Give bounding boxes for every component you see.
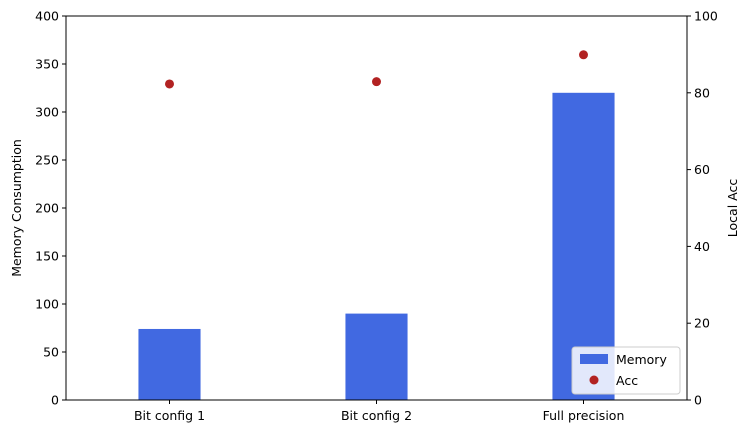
right-axis-ticks: 0 20 40 60 80 100 (687, 9, 718, 408)
x-tick-label: Bit config 1 (134, 408, 205, 423)
left-tick-label: 100 (35, 297, 59, 312)
x-tick-label: Full precision (543, 408, 625, 423)
left-tick-label: 150 (35, 249, 59, 264)
memory-bars (138, 92, 615, 401)
left-tick-label: 50 (43, 345, 59, 360)
acc-point (165, 79, 174, 89)
acc-point (579, 50, 588, 60)
acc-points (165, 50, 588, 89)
legend-memory-label: Memory (616, 352, 667, 367)
left-tick-label: 0 (51, 393, 59, 408)
right-tick-label: 100 (694, 9, 718, 24)
legend-acc-label: Acc (616, 373, 638, 388)
left-tick-label: 400 (35, 9, 59, 24)
x-tick-label: Bit config 2 (341, 408, 412, 423)
left-tick-label: 200 (35, 201, 59, 216)
acc-point (372, 77, 381, 87)
right-tick-label: 60 (694, 162, 710, 177)
legend: Memory Acc (571, 346, 681, 395)
memory-bar (345, 313, 408, 400)
legend-acc-marker (589, 375, 599, 385)
legend-memory-swatch (580, 354, 608, 364)
right-tick-label: 20 (694, 316, 710, 331)
x-axis-ticks: Bit config 1 Bit config 2 Full precision (134, 400, 624, 423)
right-tick-label: 0 (694, 393, 702, 408)
left-tick-label: 300 (35, 105, 59, 120)
y-axis-label: Memory Consumption (9, 139, 24, 277)
right-tick-label: 40 (694, 239, 710, 254)
left-tick-label: 350 (35, 57, 59, 72)
y2-axis-label: Local Acc (725, 179, 740, 238)
left-axis-ticks: 0 50 100 150 200 250 300 350 400 (35, 9, 66, 408)
memory-bar (138, 328, 201, 400)
right-tick-label: 80 (694, 85, 710, 100)
left-tick-label: 250 (35, 153, 59, 168)
